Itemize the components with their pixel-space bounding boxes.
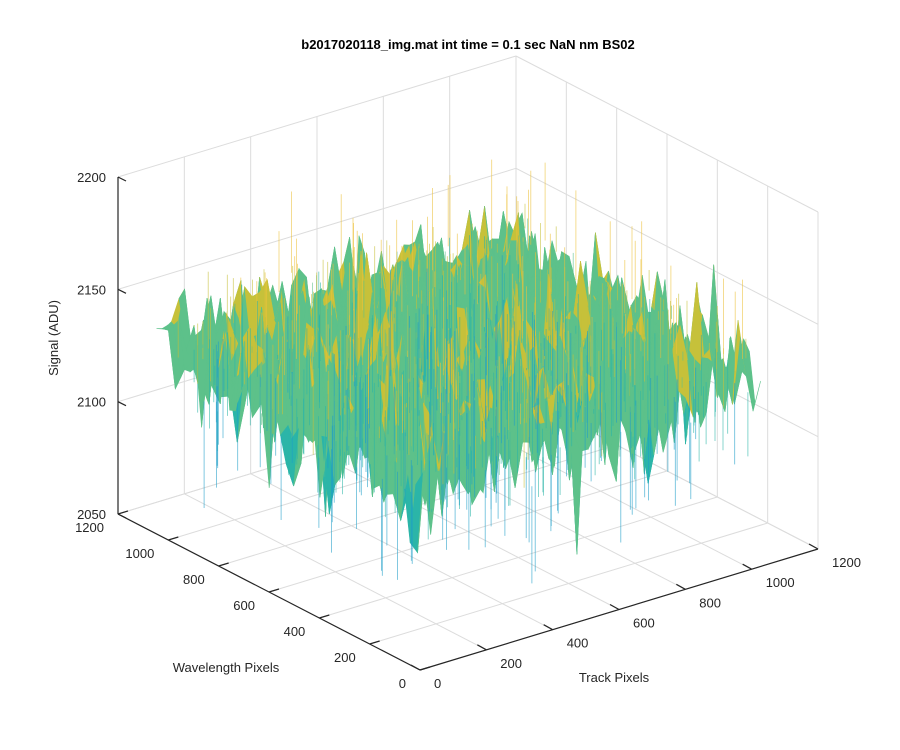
tick-mark [168, 536, 179, 541]
x-tick-label: 1000 [766, 575, 795, 590]
tick-mark [218, 562, 229, 567]
chart-title: b2017020118_img.mat int time = 0.1 sec N… [301, 37, 634, 52]
z-tick-label: 2150 [77, 282, 106, 297]
x-tick-label: 400 [567, 636, 589, 651]
x-tick-label: 600 [633, 616, 655, 631]
tick-mark [676, 583, 686, 590]
floor-gridline [268, 470, 668, 593]
tick-mark [543, 624, 553, 631]
tick-mark [319, 614, 330, 619]
x-axis-label: Track Pixels [579, 670, 650, 685]
z-tick-label: 2200 [77, 170, 106, 185]
surface-patch [747, 377, 761, 412]
x-tick-label: 0 [434, 676, 441, 691]
tick-mark [419, 666, 431, 671]
tick-mark [609, 603, 620, 611]
back-wall-gridline [117, 55, 517, 178]
tick-mark [410, 664, 421, 671]
axes: 0 200 400 600 800 1000 1200 0 200 400 600 800 1000 12… [75, 170, 861, 691]
y-axis-label: Wavelength Pixels [173, 660, 280, 675]
tick-mark [477, 644, 487, 651]
floor-gridline [369, 522, 768, 645]
tick-mark [808, 543, 819, 550]
y-tick-label: 200 [334, 650, 356, 665]
y-tick-label: 600 [233, 598, 255, 613]
x-tick-label: 1200 [832, 555, 861, 570]
y-tick-label: 400 [284, 624, 306, 639]
floor-gridline [319, 496, 718, 619]
tick-mark [369, 640, 380, 645]
y-tick-label: 800 [183, 572, 205, 587]
y-tick-label: 1200 [75, 520, 104, 535]
surface-plot [156, 159, 761, 584]
z-axis-label: Signal (ADU) [46, 300, 61, 376]
side-wall-gridline [515, 167, 819, 325]
side-wall-gridline [515, 55, 819, 213]
tick-mark [268, 588, 280, 593]
y-tick-label: 1000 [125, 546, 154, 561]
tick-mark [117, 513, 127, 519]
y-tick-label: 0 [399, 676, 406, 691]
tick-mark [117, 176, 127, 182]
tick-mark [742, 563, 752, 570]
tick-mark [117, 401, 127, 407]
z-tick-label: 2050 [77, 507, 106, 522]
tick-mark [117, 288, 127, 294]
x-tick-label: 200 [500, 656, 522, 671]
z-tick-label: 2100 [77, 395, 106, 410]
x-tick-label: 800 [699, 595, 721, 610]
tick-mark [117, 510, 129, 515]
